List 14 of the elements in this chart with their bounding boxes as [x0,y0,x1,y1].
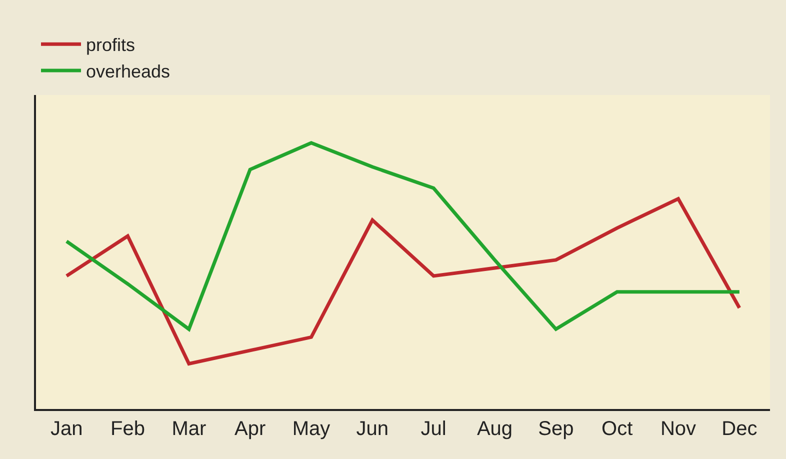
x-tick-label: Mar [172,418,206,440]
x-tick-label: Sep [538,418,574,440]
x-tick-label: Jul [420,418,446,440]
x-tick-label: Feb [110,418,145,440]
x-tick-label: Dec [722,418,758,440]
x-tick-label: Jan [50,418,83,440]
x-tick-label: Nov [660,418,696,440]
legend-label: profits [86,35,136,56]
legend-label: overheads [86,62,170,82]
x-tick-label: Apr [234,418,266,440]
x-tick-label: May [292,418,330,440]
x-tick-label: Oct [602,418,634,440]
x-tick-label: Jun [356,418,389,440]
x-tick-label: Aug [476,418,513,440]
